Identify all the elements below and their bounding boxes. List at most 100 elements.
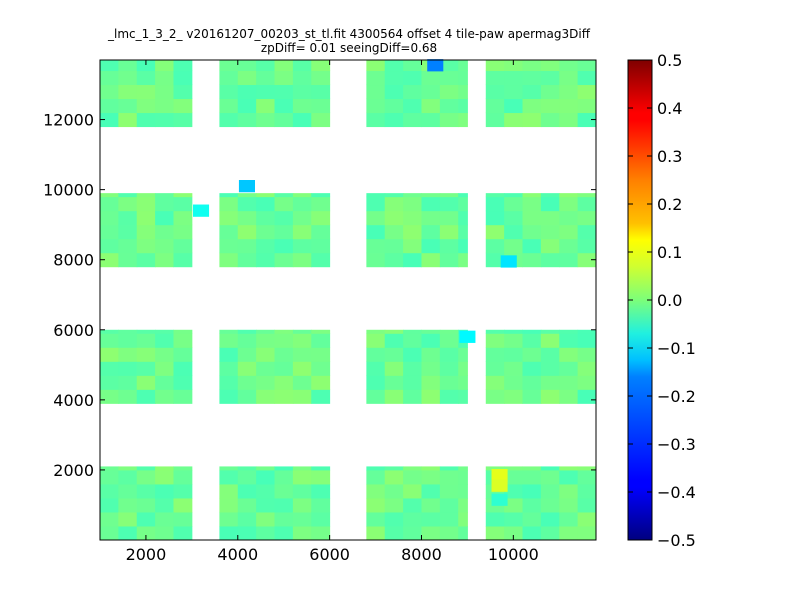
heatmap-cell xyxy=(540,60,560,72)
heatmap-cell xyxy=(458,497,468,513)
heatmap-cell xyxy=(237,252,257,268)
heatmap-cell xyxy=(485,252,505,268)
heatmap-cell xyxy=(219,389,239,404)
heatmap-cell xyxy=(403,193,422,198)
heatmap-cell xyxy=(504,347,524,362)
heatmap-cell xyxy=(540,347,560,362)
heatmap-cell xyxy=(439,347,459,362)
heatmap-cell xyxy=(155,361,174,376)
heatmap-cell xyxy=(173,511,193,527)
heatmap-cell xyxy=(292,238,312,254)
heatmap-outlier-cell xyxy=(238,180,255,193)
heatmap-cell xyxy=(366,84,386,100)
heatmap-cell xyxy=(504,98,524,114)
heatmap-cell xyxy=(559,347,579,362)
heatmap-cell xyxy=(100,483,119,499)
heatmap-cell xyxy=(439,252,459,268)
heatmap-cell xyxy=(118,98,138,114)
heatmap-cell xyxy=(237,210,257,226)
heatmap-cell xyxy=(274,347,294,362)
heatmap-cell xyxy=(237,525,257,541)
heatmap-cell xyxy=(458,389,468,404)
heatmap-cell xyxy=(292,497,312,513)
heatmap-cell xyxy=(311,329,331,334)
heatmap-cell xyxy=(136,483,156,499)
heatmap-cell xyxy=(274,375,294,390)
y-tick-label: 2000 xyxy=(53,461,94,480)
heatmap-cell xyxy=(439,196,459,212)
heatmap-cell xyxy=(559,84,579,100)
y-tick-label: 10000 xyxy=(43,181,94,200)
heatmap-cell xyxy=(118,361,138,376)
heatmap-cell xyxy=(100,84,119,100)
heatmap-cell xyxy=(173,193,193,198)
heatmap-cell xyxy=(237,112,257,128)
heatmap-cell xyxy=(421,466,441,471)
heatmap-cell xyxy=(485,224,505,240)
heatmap-cell xyxy=(155,329,174,334)
heatmap-cell xyxy=(274,361,294,376)
heatmap-cell xyxy=(559,375,579,390)
heatmap-cell xyxy=(522,210,542,226)
heatmap-cell xyxy=(311,224,331,240)
heatmap-cell xyxy=(366,525,386,541)
colorbar-tick-label: 0.5 xyxy=(657,51,682,70)
heatmap-cell xyxy=(403,466,422,471)
heatmap-cell xyxy=(311,210,331,226)
heatmap-cell xyxy=(504,84,524,100)
heatmap-cell xyxy=(366,238,386,254)
heatmap-cell xyxy=(540,333,560,348)
heatmap-cell xyxy=(384,252,404,268)
heatmap-cell xyxy=(136,112,156,128)
heatmap-cell xyxy=(384,347,404,362)
heatmap-cell xyxy=(100,210,119,226)
heatmap-cell xyxy=(577,525,597,541)
heatmap-cell xyxy=(219,333,239,348)
heatmap-cell xyxy=(155,466,174,471)
heatmap-cell xyxy=(384,224,404,240)
heatmap-cell xyxy=(173,497,193,513)
colorbar-tick-label: −0.3 xyxy=(657,435,696,454)
heatmap-cell xyxy=(485,84,505,100)
heatmap-cell xyxy=(485,347,505,362)
heatmap-cell xyxy=(504,60,524,72)
heatmap-cell xyxy=(559,483,579,499)
heatmap-cell xyxy=(384,238,404,254)
heatmap-cell xyxy=(155,238,174,254)
heatmap-cell xyxy=(173,329,193,334)
heatmap-cell xyxy=(219,511,239,527)
heatmap-cell xyxy=(504,329,524,334)
heatmap-cell xyxy=(403,483,422,499)
heatmap-cell xyxy=(237,361,257,376)
heatmap-cell xyxy=(504,469,524,485)
heatmap-cell xyxy=(522,361,542,376)
heatmap-cell xyxy=(219,193,239,198)
heatmap-cell xyxy=(136,84,156,100)
heatmap-cell xyxy=(577,511,597,527)
heatmap-cell xyxy=(173,333,193,348)
heatmap-cell xyxy=(219,525,239,541)
heatmap-cell xyxy=(292,224,312,240)
heatmap-cell xyxy=(384,389,404,404)
heatmap-cell xyxy=(522,84,542,100)
heatmap-cell xyxy=(421,98,441,114)
heatmap-cell xyxy=(173,466,193,471)
heatmap-cell xyxy=(458,224,468,240)
heatmap-cell xyxy=(173,483,193,499)
heatmap-cell xyxy=(274,497,294,513)
heatmap-cell xyxy=(403,375,422,390)
heatmap-cell xyxy=(366,98,386,114)
heatmap-cell xyxy=(439,511,459,527)
heatmap-cell xyxy=(458,525,468,541)
heatmap-cell xyxy=(504,196,524,212)
heatmap-cell xyxy=(100,224,119,240)
colorbar-ticks: 0.5 0.4 0.3 0.2 0.1 0.0 −0.1 −0.2 −0.3 −0.4 −0.5 xyxy=(628,51,696,550)
chart-title-line2: zpDiff= 0.01 seeingDiff=0.68 xyxy=(261,41,437,55)
heatmap-cell xyxy=(219,497,239,513)
heatmap-cell xyxy=(256,70,276,86)
heatmap-cell xyxy=(421,224,441,240)
heatmap-cell xyxy=(458,238,468,254)
heatmap-cell xyxy=(421,497,441,513)
heatmap-cell xyxy=(256,525,276,541)
heatmap-cell xyxy=(577,469,597,485)
